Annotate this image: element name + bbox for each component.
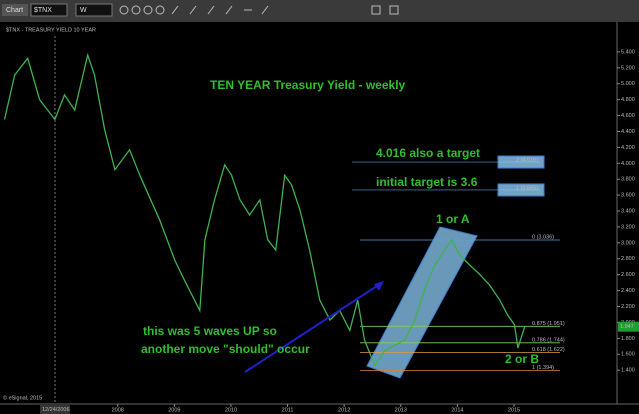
price-line [3,52,526,367]
x-tick-label: 2009 [168,407,180,413]
y-tick-label: 3.200 [621,224,635,230]
y-tick-label: 1.800 [621,336,635,342]
annotation: initial target is 3.6 [376,175,478,189]
x-tick-label: 2015 [508,407,520,413]
symbol-box[interactable] [30,3,68,17]
chart-title: TEN YEAR Treasury Yield - weekly [210,78,406,92]
fib-label: 0.618 (1.622) [532,347,565,353]
y-tick-label: 5.200 [621,65,635,71]
channel [366,226,478,379]
icon[interactable] [155,5,165,15]
arrow-head [374,281,384,291]
x-tick-label: 2012 [338,407,350,413]
y-tick-label: 3.000 [621,240,635,246]
toolbar-icons [119,5,399,15]
y-tick-label: 4.800 [621,97,635,103]
arrow [244,283,381,373]
annotation: 4.016 also a target [376,146,480,160]
fib-label: 1 (1.394) [532,365,554,371]
x-tick-label: 2008 [112,407,124,413]
y-tick-label: 4.400 [621,129,635,135]
annotation: another move "should" occur [141,342,310,356]
y-tick-label: 4.000 [621,161,635,167]
y-tick-label: 2.200 [621,304,635,310]
last-price-label: 1.947 [620,324,634,330]
annotation: 1 or A [436,212,470,226]
toolbar [0,0,639,22]
y-tick-label: 1.600 [621,352,635,358]
icon[interactable] [389,5,399,15]
y-tick-label: 1.400 [621,368,635,374]
icon[interactable] [207,5,215,15]
interval-box[interactable] [75,3,113,17]
y-tick-label: 2.600 [621,272,635,278]
x-tick-label: 2011 [282,407,294,413]
icon[interactable] [189,5,197,15]
target-label: 1 (3.665) [516,185,538,191]
annotation: this was 5 waves UP so [143,324,277,338]
last-price-box [618,321,639,332]
icon[interactable] [225,5,233,15]
y-tick-label: 4.600 [621,113,635,119]
x-tick-label: 2014 [451,407,463,413]
chart-label: Chart [6,7,23,14]
fib-label: 0 (3.036) [532,234,554,240]
target-box [497,183,545,197]
copyright: © eSignal, 2015 [3,394,42,401]
y-tick-label: 3.400 [621,208,635,214]
annotation: 2 or B [505,352,539,366]
icon[interactable] [131,5,141,15]
cursor-date-box [40,405,70,414]
icon[interactable] [143,5,153,15]
chart-button[interactable] [2,4,28,16]
icon[interactable] [261,5,269,15]
fib-label: 0.875 (1.951) [532,321,565,327]
icon[interactable] [119,5,129,15]
target-box [497,155,545,169]
y-tick-label: 2.800 [621,256,635,262]
fib-label: 0.786 (1.744) [532,337,565,343]
icon[interactable] [171,5,179,15]
y-tick-label: 4.200 [621,145,635,151]
cursor-date: 12/24/2006 [42,407,70,413]
y-tick-label: 2.400 [621,288,635,294]
subtitle: $TNX - TREASURY YIELD 10 YEAR [6,27,96,33]
y-tick-label: 5.400 [621,49,635,55]
interval: W [80,7,87,14]
x-tick-label: 2010 [225,407,237,413]
y-tick-label: 5.000 [621,81,635,87]
symbol: $TNX [34,7,52,14]
x-tick-label: 2013 [395,407,407,413]
y-tick-label: 3.800 [621,177,635,183]
y-tick-label: 3.600 [621,193,635,199]
target-label: 2 (4.016) [516,157,538,163]
icon[interactable] [371,5,381,15]
